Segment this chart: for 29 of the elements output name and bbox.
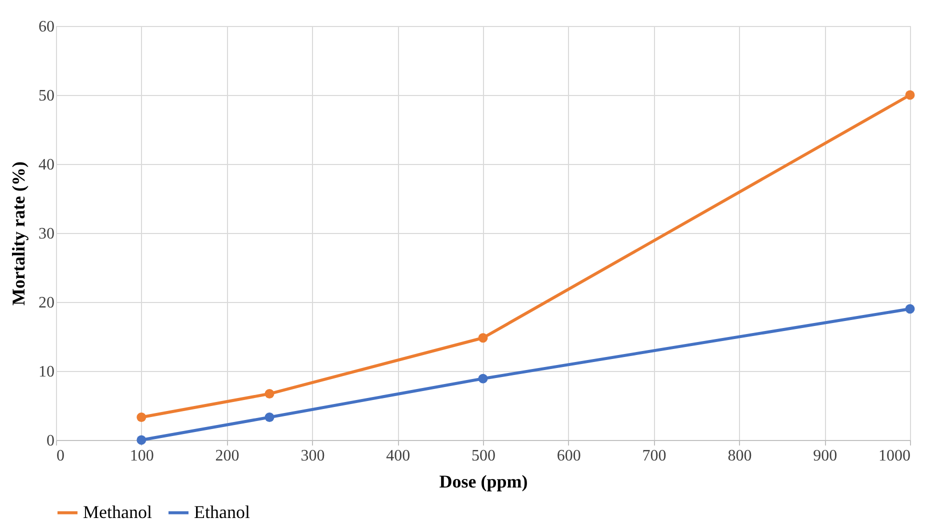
point (905, 90, 915, 100)
x-tick-label: 100 (130, 448, 154, 464)
y-tick-label: 0 (46, 432, 54, 450)
x-tick-label: 200 (215, 448, 240, 464)
y-tick-label: 10 (38, 364, 54, 380)
x-tick-label: 800 (728, 448, 752, 464)
x-axis-title: Dose (ppm) (439, 472, 528, 492)
y-tick-label: 20 (38, 294, 54, 312)
x-tick-label: 700 (642, 448, 666, 464)
point (905, 304, 915, 314)
x-tick-label: 1000 (878, 448, 910, 464)
x-tick-label: 900 (813, 448, 838, 464)
x-tick-label: 600 (556, 448, 581, 464)
point (264, 389, 274, 399)
y-tick-label: 60 (38, 18, 54, 36)
y-tick-label: 50 (38, 88, 54, 104)
point (478, 333, 488, 343)
x-tick-label: 500 (472, 448, 496, 464)
y-tick-label: 40 (38, 156, 54, 174)
y-axis-title: Mortality rate (%) (8, 162, 28, 306)
x-tick-label: 300 (300, 448, 325, 464)
point (478, 374, 488, 384)
legend-label: Methanol (83, 502, 152, 522)
point (136, 435, 146, 445)
y-tick-label: 30 (38, 226, 54, 242)
point (136, 412, 146, 422)
legend-label: Ethanol (194, 502, 250, 522)
point (264, 412, 274, 422)
x-tick-label: 400 (386, 448, 410, 464)
